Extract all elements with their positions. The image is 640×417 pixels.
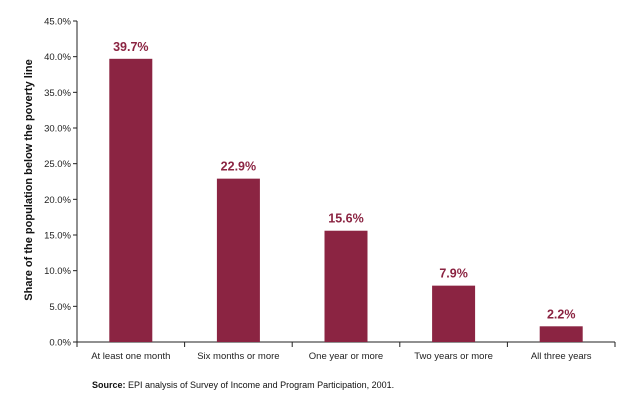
category-label: Two years or more bbox=[414, 351, 493, 362]
data-label: 2.2% bbox=[547, 307, 576, 321]
bar bbox=[324, 230, 368, 342]
data-label: 7.9% bbox=[439, 267, 468, 281]
data-label: 39.7% bbox=[113, 40, 148, 54]
y-tick-label: 40.0% bbox=[44, 52, 71, 63]
data-labels: 39.7% 22.9% 15.6% 7.9% 2.2% bbox=[113, 40, 575, 322]
y-tick-label: 15.0% bbox=[44, 231, 71, 242]
source-text: EPI analysis of Survey of Income and Pro… bbox=[125, 380, 395, 390]
y-tick-label: 45.0% bbox=[44, 17, 71, 28]
bar bbox=[216, 178, 260, 342]
category-label: Six months or more bbox=[197, 351, 279, 362]
bars bbox=[109, 58, 583, 342]
y-tick-label: 0.0% bbox=[49, 338, 71, 349]
bar bbox=[539, 326, 583, 342]
y-tick-label: 10.0% bbox=[44, 266, 71, 277]
x-axis: At least one month Six months or more One … bbox=[76, 341, 616, 362]
y-tick-label: 30.0% bbox=[44, 124, 71, 135]
y-tick-label: 20.0% bbox=[44, 195, 71, 206]
data-label: 22.9% bbox=[221, 160, 256, 174]
category-label: All three years bbox=[531, 351, 592, 362]
source-note: Source: EPI analysis of Survey of Income… bbox=[92, 380, 394, 390]
bar bbox=[432, 285, 476, 342]
data-label: 15.6% bbox=[328, 212, 363, 226]
category-label: At least one month bbox=[91, 351, 170, 362]
bar bbox=[109, 58, 153, 342]
y-tick-label: 25.0% bbox=[44, 159, 71, 170]
source-prefix: Source: bbox=[92, 380, 126, 390]
y-tick-label: 35.0% bbox=[44, 88, 71, 99]
y-axis: 0.0% 5.0% 10.0% 15.0% 20.0% 25.0% 30.0% 35.0% 40… bbox=[44, 17, 78, 349]
category-label: One year or more bbox=[309, 351, 383, 362]
y-axis-title: Share of the population below the povert… bbox=[23, 59, 35, 300]
y-tick-label: 5.0% bbox=[49, 302, 71, 313]
